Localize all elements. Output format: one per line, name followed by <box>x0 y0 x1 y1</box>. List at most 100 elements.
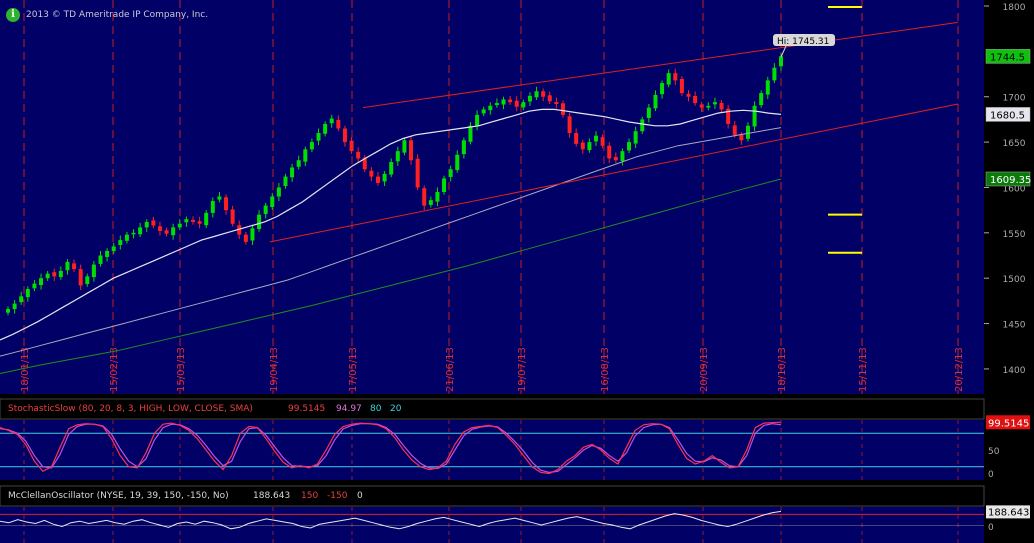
stochastic-name[interactable]: StochasticSlow (80, 20, 8, 3, HIGH, LOW,… <box>8 404 253 414</box>
date-label: 19/07/13 <box>517 347 528 392</box>
y-tick-label: 1550 <box>1003 230 1026 240</box>
candle-body <box>448 169 453 177</box>
candle-body <box>580 142 585 150</box>
hi-label-box <box>773 34 835 46</box>
candle-body <box>157 226 162 232</box>
candle-body <box>488 105 493 111</box>
candle-body <box>719 102 724 110</box>
stochastic-panel <box>0 420 984 480</box>
candle-body <box>560 103 565 115</box>
candle-body <box>184 219 189 223</box>
date-label: 18/10/13 <box>777 347 788 392</box>
candle-body <box>455 154 460 171</box>
date-label: 15/11/13 <box>858 347 869 392</box>
mcclellan-header <box>0 485 985 507</box>
candle-body <box>494 103 499 106</box>
candle-body <box>323 123 328 134</box>
candle-body <box>375 176 380 183</box>
candle-body <box>296 160 301 167</box>
sma50-tag-box <box>985 107 1031 122</box>
candle-body <box>190 219 195 222</box>
candle-body <box>461 140 466 155</box>
candle-body <box>39 278 44 286</box>
candle-body <box>342 128 347 143</box>
candle-body <box>257 214 262 230</box>
candle-body <box>210 201 215 213</box>
info-icon[interactable]: i <box>6 8 20 22</box>
stochastic-d-value: 94.97 <box>336 404 362 414</box>
candle-body <box>607 145 612 159</box>
candle-body <box>514 100 519 107</box>
stochastic-header <box>0 398 985 420</box>
candle-body <box>554 101 559 104</box>
candle-body <box>336 119 341 129</box>
mcclellan-panel <box>0 507 984 543</box>
candle-body <box>105 250 110 257</box>
candle-body <box>415 158 420 188</box>
candle-body <box>6 309 10 313</box>
candle-body <box>237 225 242 235</box>
candle-body <box>686 93 691 97</box>
stoch-k-line <box>0 421 782 475</box>
date-label: 19/04/13 <box>269 347 280 392</box>
candle-body <box>138 227 143 235</box>
date-label: 17/05/13 <box>348 347 359 392</box>
candle-body <box>303 149 308 162</box>
candle-body <box>435 192 440 202</box>
candle-body <box>620 151 625 161</box>
candle-body <box>197 221 202 224</box>
channel-lower <box>269 103 959 243</box>
candle-body <box>772 67 777 81</box>
date-label: 20/09/13 <box>699 347 710 392</box>
candle-body <box>574 133 579 144</box>
stoch-axis-50: 50 <box>988 447 1000 457</box>
candle-body <box>534 91 539 98</box>
stoch-d-line <box>0 423 782 474</box>
candle-body <box>349 140 354 152</box>
mcc-tag: 188.643 <box>988 507 1029 518</box>
candle-body <box>640 119 645 132</box>
sma50-tag: 1680.5 <box>990 110 1025 121</box>
candle-body <box>144 221 149 228</box>
candle-body <box>428 200 433 205</box>
candle-body <box>693 96 698 104</box>
candle-body <box>217 196 222 200</box>
copyright-text: 2013 © TD Ameritrade IP Company, Inc. <box>26 10 209 20</box>
candle-body <box>171 227 176 236</box>
candle-body <box>52 272 57 277</box>
hi-callout: Hi: 1745.31 <box>773 34 835 58</box>
candle-body <box>283 176 288 187</box>
candle-body <box>131 232 136 235</box>
price-tag: 1744.5 <box>990 52 1025 63</box>
candle-body <box>45 273 50 279</box>
candle-body <box>666 73 671 85</box>
candle-body <box>679 78 684 94</box>
y-tick-label: 1700 <box>1003 94 1026 104</box>
mcclellan-lower: -150 <box>327 491 348 501</box>
date-label: 18/01/13 <box>20 347 31 392</box>
candle-body <box>547 95 552 102</box>
candle-body <box>646 107 651 118</box>
candle-body <box>250 228 255 241</box>
candle-body <box>204 212 209 226</box>
candle-body <box>25 289 30 298</box>
mcclellan-upper: 150 <box>301 491 319 501</box>
mcclellan-value: 188.643 <box>253 491 291 501</box>
candle-body <box>369 170 374 177</box>
date-label: 15/02/13 <box>109 347 120 392</box>
candle-body <box>613 156 618 161</box>
candle-body <box>164 230 169 234</box>
candle-body <box>58 270 63 278</box>
candle-body <box>779 56 783 67</box>
hi-pointer <box>780 45 787 58</box>
candle-body <box>362 157 367 170</box>
sma50-line <box>0 108 782 341</box>
candle-body <box>587 142 592 151</box>
y-tick-label: 1600 <box>1003 184 1026 194</box>
y-tick-label: 1500 <box>1003 275 1026 285</box>
candle-body <box>85 276 90 285</box>
candle-body <box>660 83 665 95</box>
channel-upper <box>362 21 959 109</box>
candle-body <box>752 105 757 127</box>
mcclellan-name[interactable]: McClellanOscillator (NYSE, 19, 39, 150, … <box>8 491 229 501</box>
